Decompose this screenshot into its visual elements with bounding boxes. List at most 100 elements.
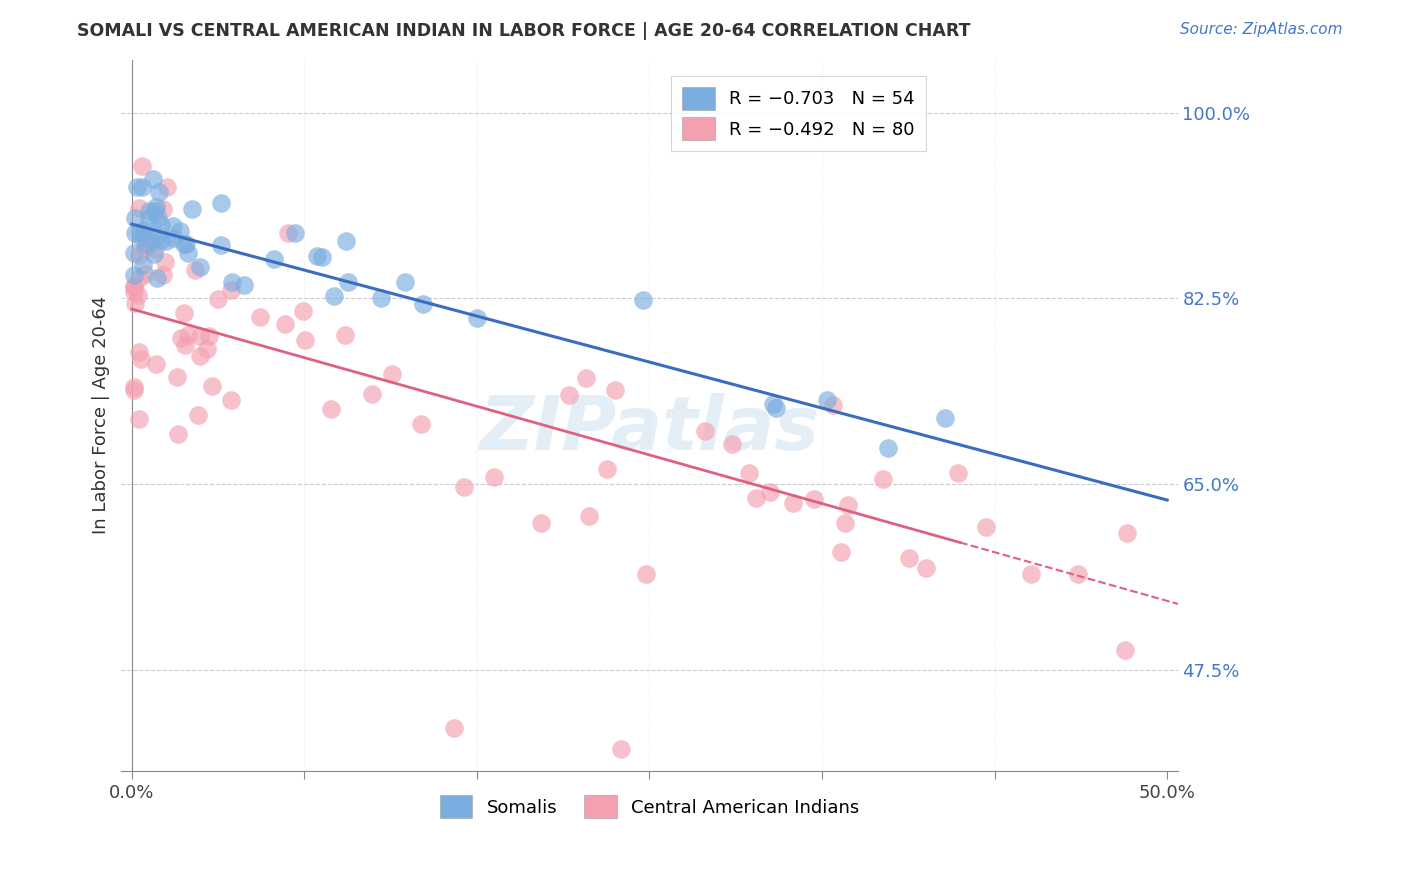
Point	[122, 380, 145, 394]
Point	[745, 491, 768, 506]
Point	[187, 408, 209, 422]
Point	[333, 327, 356, 342]
Point	[274, 318, 297, 332]
Point	[143, 246, 166, 260]
Point	[412, 297, 434, 311]
Point	[176, 236, 198, 251]
Point	[153, 255, 176, 269]
Point	[155, 234, 177, 248]
Point	[150, 233, 173, 247]
Point	[821, 398, 844, 412]
Point	[124, 211, 146, 225]
Point	[335, 234, 357, 248]
Point	[323, 289, 346, 303]
Point	[232, 278, 254, 293]
Point	[721, 436, 744, 450]
Point	[145, 357, 167, 371]
Point	[145, 200, 167, 214]
Point	[738, 466, 761, 480]
Point	[156, 180, 179, 194]
Point	[603, 384, 626, 398]
Point	[284, 226, 307, 240]
Point	[578, 509, 600, 524]
Point	[138, 204, 160, 219]
Point	[834, 516, 856, 530]
Point	[124, 226, 146, 240]
Point	[209, 238, 232, 252]
Point	[184, 262, 207, 277]
Point	[122, 245, 145, 260]
Point	[122, 285, 145, 299]
Point	[163, 231, 186, 245]
Point	[263, 252, 285, 267]
Point	[319, 401, 342, 416]
Point	[127, 287, 149, 301]
Point	[188, 260, 211, 274]
Text: SOMALI VS CENTRAL AMERICAN INDIAN IN LABOR FORCE | AGE 20-64 CORRELATION CHART: SOMALI VS CENTRAL AMERICAN INDIAN IN LAB…	[77, 22, 970, 40]
Point	[139, 236, 162, 251]
Point	[305, 249, 328, 263]
Point	[138, 211, 160, 225]
Point	[693, 424, 716, 438]
Point	[195, 342, 218, 356]
Point	[294, 334, 316, 348]
Point	[610, 742, 633, 756]
Point	[596, 462, 619, 476]
Point	[381, 367, 404, 381]
Point	[394, 276, 416, 290]
Point	[128, 271, 150, 285]
Point	[872, 472, 894, 486]
Point	[530, 516, 553, 530]
Point	[934, 410, 956, 425]
Point	[915, 560, 938, 574]
Point	[173, 305, 195, 319]
Point	[181, 202, 204, 216]
Point	[291, 304, 314, 318]
Point	[146, 271, 169, 285]
Point	[221, 276, 243, 290]
Text: ZIPatlas: ZIPatlas	[479, 392, 820, 466]
Point	[188, 349, 211, 363]
Point	[138, 232, 160, 246]
Point	[143, 242, 166, 256]
Point	[129, 225, 152, 239]
Point	[1116, 525, 1139, 540]
Point	[122, 278, 145, 293]
Point	[207, 293, 229, 307]
Point	[170, 331, 193, 345]
Point	[817, 392, 839, 407]
Point	[634, 566, 657, 581]
Point	[411, 417, 433, 431]
Point	[219, 283, 242, 297]
Point	[311, 250, 333, 264]
Point	[370, 292, 392, 306]
Point	[128, 201, 150, 215]
Point	[558, 388, 581, 402]
Point	[177, 327, 200, 342]
Point	[143, 203, 166, 218]
Point	[129, 229, 152, 244]
Point	[152, 268, 174, 282]
Point	[166, 369, 188, 384]
Point	[132, 258, 155, 272]
Point	[122, 383, 145, 397]
Point	[167, 426, 190, 441]
Point	[134, 267, 156, 281]
Point	[122, 280, 145, 294]
Point	[974, 519, 997, 533]
Point	[453, 480, 475, 494]
Point	[898, 551, 921, 566]
Point	[1067, 567, 1090, 582]
Point	[219, 392, 242, 407]
Point	[336, 275, 359, 289]
Point	[135, 236, 157, 251]
Point	[782, 496, 804, 510]
Point	[803, 491, 825, 506]
Point	[946, 467, 969, 481]
Point	[198, 329, 221, 343]
Point	[467, 310, 489, 325]
Point	[443, 721, 465, 735]
Point	[177, 246, 200, 260]
Point	[1114, 642, 1136, 657]
Point	[142, 172, 165, 186]
